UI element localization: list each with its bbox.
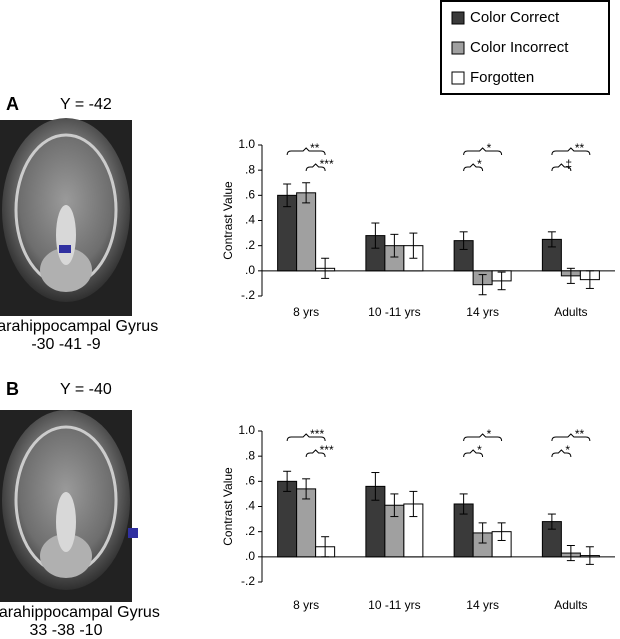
significance-bracket	[463, 449, 484, 458]
significance-label: *	[477, 157, 482, 171]
significance-bracket	[463, 147, 503, 156]
x-tick-label: Adults	[554, 598, 587, 612]
significance-label: *	[565, 443, 570, 457]
significance-bracket	[463, 163, 484, 172]
legend-label: Color Correct	[470, 9, 560, 26]
legend-swatch	[451, 11, 465, 25]
significance-bracket	[286, 147, 326, 156]
y-tick-label: -.2	[241, 574, 255, 588]
x-tick-label: Adults	[554, 305, 587, 319]
y-tick-label: .4	[245, 499, 255, 513]
significance-label: ***	[320, 443, 334, 457]
panel-label: B	[6, 379, 19, 399]
x-tick-label: 14 yrs	[466, 305, 499, 319]
y-tick-label: 1.0	[238, 137, 255, 151]
x-tick-label: 8 yrs	[293, 598, 319, 612]
y-tick-label: 1.0	[238, 423, 255, 437]
region-label: R Parahippocampal Gyrus	[0, 604, 160, 621]
y-axis-label: Contrast Value	[221, 181, 235, 260]
significance-label: ***	[320, 157, 334, 171]
y-tick-label: .8	[245, 448, 255, 462]
bar	[296, 192, 317, 272]
significance-bracket	[305, 449, 326, 458]
significance-bracket	[551, 163, 572, 172]
legend-label: Forgotten	[470, 69, 534, 86]
significance-label: *	[487, 141, 492, 155]
legend-swatch	[451, 71, 465, 85]
significance-label: *	[487, 427, 492, 441]
panel-label: A	[6, 94, 19, 114]
y-tick-label: .2	[245, 524, 255, 538]
legend-box	[440, 0, 610, 95]
region-label: L Parahippocampal Gyrus	[0, 318, 158, 335]
significance-label: **	[310, 141, 320, 155]
y-tick-label: .6	[245, 188, 255, 202]
significance-bracket	[305, 163, 326, 172]
y-tick-label: .4	[245, 213, 255, 227]
y-tick-label: .6	[245, 474, 255, 488]
x-tick-label: 10 -11 yrs	[368, 598, 420, 612]
significance-label: **	[575, 427, 585, 441]
brain-a	[0, 118, 132, 316]
y-tick-label: -.2	[241, 288, 255, 302]
coords-label: 33 -38 -10	[30, 622, 103, 639]
y-tick-label: .0	[245, 263, 255, 277]
slice-label: Y = -40	[60, 381, 112, 398]
x-tick-label: 8 yrs	[293, 305, 319, 319]
slice-label: Y = -42	[60, 96, 112, 113]
coords-label: -30 -41 -9	[31, 336, 100, 353]
bar	[277, 480, 298, 558]
significance-label: *	[477, 443, 482, 457]
significance-bracket	[286, 433, 326, 442]
y-tick-label: .8	[245, 162, 255, 176]
significance-label: ‡	[565, 157, 572, 171]
significance-bracket	[551, 433, 591, 442]
significance-bracket	[551, 449, 572, 458]
legend-label: Color Incorrect	[470, 39, 569, 56]
significance-label: ***	[310, 427, 324, 441]
brain-b	[0, 410, 138, 602]
legend-swatch	[451, 41, 465, 55]
y-axis-label: Contrast Value	[221, 467, 235, 546]
y-tick-label: .0	[245, 549, 255, 563]
x-tick-label: 14 yrs	[466, 598, 499, 612]
significance-label: **	[575, 141, 585, 155]
x-tick-label: 10 -11 yrs	[368, 305, 420, 319]
y-tick-label: .2	[245, 238, 255, 252]
significance-bracket	[463, 433, 503, 442]
significance-bracket	[551, 147, 591, 156]
